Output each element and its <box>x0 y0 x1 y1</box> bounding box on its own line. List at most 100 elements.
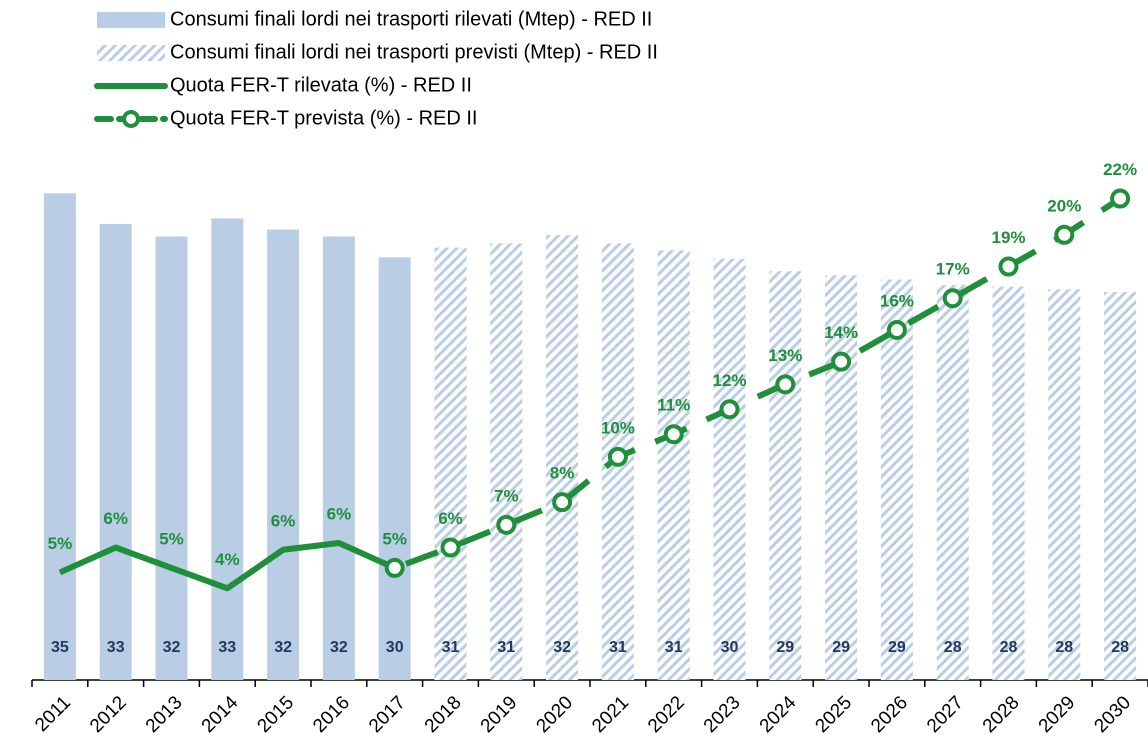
bar <box>155 236 188 680</box>
line-value-label: 8% <box>550 464 575 483</box>
legend-label: Consumi finali lordi nei trasporti previ… <box>170 41 658 63</box>
x-tick-label: 2011 <box>31 692 75 736</box>
x-tick-label: 2030 <box>1090 692 1135 737</box>
x-tick-label: 2026 <box>867 692 912 737</box>
x-tick-label: 2015 <box>253 692 298 737</box>
x-tick-label: 2022 <box>644 692 689 737</box>
line-value-label: 6% <box>271 511 296 530</box>
line-value-label: 22% <box>1103 160 1137 179</box>
bar <box>769 271 802 680</box>
bar <box>490 243 523 680</box>
line-marker <box>1054 224 1075 245</box>
line-value-label: 6% <box>327 504 352 523</box>
bar-value-label: 29 <box>888 639 906 656</box>
bar-value-label: 28 <box>1111 639 1129 656</box>
line-value-label: 17% <box>936 260 970 279</box>
bar-value-label: 32 <box>163 639 181 656</box>
bar-value-label: 33 <box>218 639 236 656</box>
bar <box>99 223 132 680</box>
bar-value-label: 29 <box>776 639 794 656</box>
x-tick-label: 2029 <box>1035 692 1080 737</box>
x-tick-label: 2012 <box>86 692 131 737</box>
bar-value-label: 30 <box>386 639 404 656</box>
line-marker <box>384 557 405 578</box>
x-tick-label: 2025 <box>811 692 856 737</box>
line-value-label: 6% <box>438 509 463 528</box>
bar <box>267 229 300 680</box>
bar <box>880 279 913 680</box>
bar <box>713 258 746 680</box>
x-tick-label: 2017 <box>365 692 410 737</box>
x-tick-label: 2021 <box>588 692 633 737</box>
bar-value-label: 32 <box>274 639 292 656</box>
line <box>58 539 396 592</box>
legend-label: Quota FER-T prevista (%) - RED II <box>170 107 477 129</box>
bar-value-label: 31 <box>442 639 460 656</box>
line-value-label: 7% <box>494 486 519 505</box>
bar <box>992 286 1025 680</box>
bar <box>378 257 411 680</box>
x-tick-label: 2016 <box>309 692 354 737</box>
x-tick-label: 2013 <box>142 692 187 737</box>
x-tick-label: 2014 <box>198 692 243 737</box>
legend-label: Quota FER-T rilevata (%) - RED II <box>170 74 472 96</box>
line-value-label: 4% <box>215 550 240 569</box>
bar-value-label: 30 <box>721 639 739 656</box>
line-value-label: 14% <box>824 323 858 342</box>
bar <box>322 236 355 680</box>
x-tick-label: 2024 <box>756 692 801 737</box>
line-marker <box>886 319 907 340</box>
legend-swatch <box>97 45 165 61</box>
bar-value-label: 32 <box>330 639 348 656</box>
bar-value-label: 35 <box>51 639 69 656</box>
bar <box>657 250 690 680</box>
x-tick-label: 2027 <box>923 692 968 737</box>
line-marker <box>552 492 573 513</box>
line-value-label: 11% <box>657 396 690 415</box>
x-tick-label: 2023 <box>700 692 745 737</box>
line-marker <box>1110 188 1131 209</box>
bar-value-label: 28 <box>1000 639 1018 656</box>
line <box>393 196 1122 571</box>
line-marker <box>440 537 461 558</box>
line-marker <box>831 351 852 372</box>
bar-value-label: 31 <box>665 639 683 656</box>
bar <box>211 218 244 680</box>
line-value-label: 5% <box>159 529 184 548</box>
line-marker <box>496 514 517 535</box>
bar <box>936 285 969 680</box>
bar-value-label: 29 <box>832 639 850 656</box>
line-marker <box>607 446 628 467</box>
bar <box>434 247 467 681</box>
line-value-label: 6% <box>103 509 128 528</box>
legend-marker <box>122 110 140 128</box>
line-value-label: 10% <box>601 418 635 437</box>
x-tick-label: 2020 <box>532 692 577 737</box>
bar-value-label: 33 <box>107 639 125 656</box>
line-value-label: 16% <box>880 291 914 310</box>
bar <box>825 275 858 680</box>
line-value-label: 5% <box>48 534 73 553</box>
x-tick-label: 2018 <box>421 692 466 737</box>
legend-swatch <box>97 12 165 28</box>
x-tick-label: 2019 <box>477 692 522 737</box>
bar-value-label: 28 <box>1055 639 1073 656</box>
line-value-label: 19% <box>991 228 1025 247</box>
x-tick-label: 2028 <box>979 692 1024 737</box>
bar-value-label: 32 <box>553 639 571 656</box>
bar-value-label: 31 <box>609 639 627 656</box>
line-value-label: 20% <box>1047 196 1081 215</box>
bar-value-label: 28 <box>944 639 962 656</box>
line-value-label: 5% <box>382 529 407 548</box>
line-marker <box>998 256 1019 277</box>
line-marker <box>775 374 796 395</box>
line-value-label: 13% <box>768 346 802 365</box>
bar <box>43 193 76 680</box>
bar-value-label: 31 <box>497 639 515 656</box>
legend-label: Consumi finali lordi nei trasporti rilev… <box>170 8 652 30</box>
bar <box>546 235 579 681</box>
line-value-label: 12% <box>712 371 746 390</box>
bar <box>1048 289 1081 680</box>
